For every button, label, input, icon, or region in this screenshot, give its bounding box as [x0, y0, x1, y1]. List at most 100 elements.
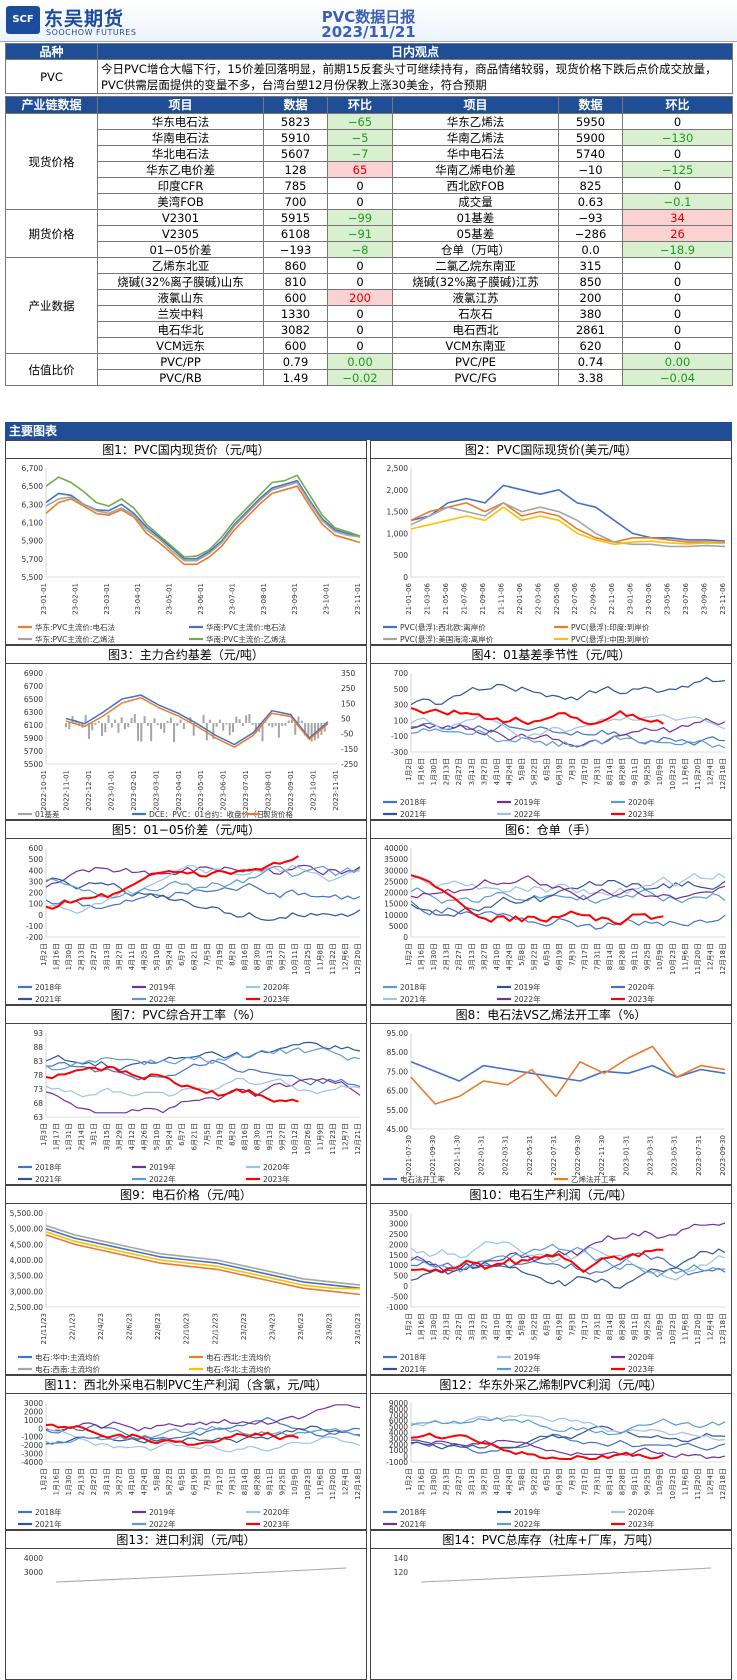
series-line — [410, 887, 726, 904]
chart-svg: 140 120 — [394, 1554, 712, 1583]
y-tick-label: 300 — [394, 701, 409, 710]
x-tick-label: 2023-06-01 — [220, 770, 228, 811]
y-tick-label: -300 — [391, 748, 408, 757]
view-text: 今日PVC增仓大幅下行，15价差回落明显，前期15反套头寸可继续持有，商品情绪较… — [97, 59, 733, 94]
legend-label: 2019年 — [514, 1507, 541, 1517]
x-tick-label: 3月13日 — [103, 1468, 111, 1495]
x-tick-label: 5月22日 — [531, 758, 539, 785]
x-tick-label: 21-03-06 — [423, 582, 431, 614]
y-tick-label: 5,500 — [22, 573, 44, 582]
x-tick-label: 6月19日 — [556, 1313, 564, 1340]
table-row: VCM远东 600 0 VCM东南亚 620 0 — [6, 337, 734, 354]
y-tick-label: 2,000 — [387, 486, 409, 495]
x-tick-label: 2月27日 — [455, 1468, 463, 1495]
series-line — [45, 1059, 361, 1088]
item-name: 仓单（万吨） — [392, 241, 559, 258]
x-tick-label: 2023-05-01 — [197, 770, 205, 811]
item-name: 华南乙烯法 — [392, 129, 559, 146]
y-tick-label: 5500 — [24, 760, 43, 769]
x-tick-label: 11月9日 — [316, 1123, 324, 1150]
x-tick-label: 10月9日 — [656, 758, 664, 785]
legend-label: 2020年 — [263, 1162, 290, 1172]
x-tick-label: 3月1日 — [90, 1123, 98, 1146]
y-tick-label: 0 — [38, 911, 43, 920]
legend-label: 2023年 — [628, 1364, 655, 1374]
y-tick-label: 3,000.00 — [10, 1287, 44, 1296]
x-tick-label: 4月10日 — [493, 1468, 501, 1495]
series-line — [45, 1231, 361, 1290]
legend-label: PVC(悬浮):印度:到岸价 — [571, 622, 650, 632]
y-tick-label: 3000 — [389, 1219, 408, 1228]
x-tick-label: 2月27日 — [455, 1313, 463, 1340]
table-row: 产业数据 乙烯东北亚 860 0 二氯乙烷东南亚 315 0 — [5, 257, 734, 354]
legend-label: 2019年 — [514, 797, 541, 807]
x-tick-label: 9月25日 — [279, 1468, 287, 1495]
x-tick-label: 2022-07-31 — [550, 1135, 558, 1176]
x-tick-label: 10月23日 — [669, 1313, 677, 1345]
x-tick-label: 7月5日 — [203, 943, 211, 966]
x-tick-label: 5月10日 — [153, 943, 161, 970]
x-tick-label: 5月8日 — [518, 1313, 526, 1336]
x-tick-label: 1月17日 — [53, 1123, 61, 1150]
x-tick-label: 7月19日 — [216, 1123, 224, 1150]
x-tick-label: 2023-09-01 — [287, 770, 295, 811]
legend-label: 华南:PVC主流价:乙烯法 — [206, 634, 286, 644]
x-tick-label: 2023-07-31 — [695, 1135, 703, 1176]
legend-label: 2023年 — [628, 1519, 655, 1529]
y-tick-label: 200 — [29, 889, 44, 898]
series-line — [410, 1433, 726, 1454]
series-line — [410, 676, 726, 706]
x-tick-label: 1月16日 — [53, 943, 61, 970]
x-tick-label: 10月23日 — [669, 1468, 677, 1500]
legend-label: 电石:西北:主流均价 — [206, 1352, 272, 1362]
x-tick-label: 8月16日 — [241, 943, 249, 970]
item-value: 0.63 — [558, 193, 623, 210]
x-tick-label: 12月6日 — [341, 943, 349, 970]
series-line — [45, 1234, 361, 1296]
x-tick-label: 2月13日 — [443, 758, 451, 785]
y-tick-label: 4,500.00 — [10, 1240, 44, 1249]
legend-label: 电石:华中:主流均价 — [35, 1352, 101, 1362]
y-tick-label: 55.00 — [387, 1106, 409, 1115]
y-tick-label: 6000 — [389, 1417, 408, 1426]
x-tick-label: 23-09-06 — [701, 582, 709, 614]
chart-title: 图9：电石价格（元/吨） — [6, 1186, 366, 1204]
y-tick-label: 40000 — [384, 844, 408, 853]
item-value: 5950 — [558, 113, 623, 130]
x-tick-label: 22-03-06 — [534, 582, 542, 614]
chart-title: 图2：PVC国际现货价(美元/吨） — [371, 441, 731, 459]
x-tick-label: 12月4日 — [706, 1468, 714, 1495]
x-tick-label: 9月25日 — [644, 758, 652, 785]
legend-label: PVC(悬浮):中国:到岸价 — [571, 634, 650, 644]
item-value: 0.74 — [558, 353, 623, 370]
legend-label: 2021年 — [400, 994, 427, 1004]
x-tick-label: 4月24日 — [505, 1468, 513, 1495]
x-tick-label: 23-04-01 — [134, 583, 142, 615]
item-value: 200 — [558, 289, 623, 306]
x-tick-label: 1月31日 — [65, 1123, 73, 1150]
chart-panel: 图9：电石价格（元/吨） 5,500.00 5,000.00 4,500.00 4,00… — [5, 1185, 367, 1375]
legend-label: 电石法开工率 — [400, 1174, 445, 1184]
y-tick-label: 6,700 — [22, 464, 44, 473]
x-tick-label: 22/12/23 — [211, 1313, 219, 1344]
y-tick-label: -4000 — [21, 1458, 43, 1467]
series-line — [45, 864, 361, 914]
series-line — [410, 718, 726, 748]
legend-label: 2018年 — [35, 982, 62, 992]
chart-svg: 40000 35000 30000 25000 20000 15000 10000 5000 0… — [383, 844, 727, 1004]
x-tick-label: 12月18日 — [719, 758, 727, 790]
item-name: 01基差 — [392, 209, 559, 226]
x-tick-label: 12月4日 — [706, 943, 714, 970]
item-value: 2861 — [558, 321, 623, 338]
x-tick-label: 7月3日 — [203, 1468, 211, 1491]
item-value: 5823 — [263, 113, 328, 130]
chart-title: 图4：01基差季节性（元/吨） — [371, 646, 731, 664]
x-tick-label: 8月28日 — [619, 943, 627, 970]
item-change: 0 — [621, 257, 734, 274]
legend-label: 华东:PVC主流价:乙烯法 — [35, 634, 115, 644]
legend-label: PVC(悬浮):美国海湾:离岸价 — [400, 634, 494, 644]
series-line — [45, 1047, 361, 1071]
x-tick-label: 3月27日 — [480, 943, 488, 970]
legend-label: 2020年 — [628, 982, 655, 992]
